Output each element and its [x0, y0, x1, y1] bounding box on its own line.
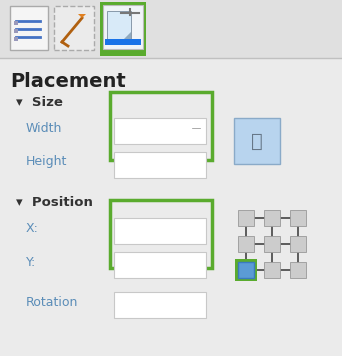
Bar [114, 292, 206, 318]
Text: ⛓: ⛓ [251, 131, 263, 151]
Bar [114, 152, 206, 178]
Text: Height: Height [26, 155, 67, 168]
Text: X:: X: [26, 222, 39, 235]
Bar [107, 11, 131, 39]
Text: 0 in: 0 in [143, 225, 167, 237]
Bar [14, 21, 18, 25]
Text: ▾  Size: ▾ Size [16, 96, 63, 109]
Bar [103, 5, 143, 49]
Bar [235, 259, 257, 281]
Polygon shape [78, 14, 86, 18]
Bar [290, 236, 306, 252]
Text: ▲: ▲ [194, 225, 198, 230]
Bar [290, 210, 306, 226]
Text: 0 °: 0 ° [146, 298, 164, 312]
Bar [114, 252, 206, 278]
Text: ▼: ▼ [194, 266, 198, 271]
Bar [0, 0, 342, 58]
Bar [114, 118, 206, 144]
Text: ▼: ▼ [194, 166, 198, 171]
Text: ▲: ▲ [194, 260, 198, 265]
Bar [114, 218, 206, 244]
Bar [238, 210, 254, 226]
Text: ▼: ▼ [194, 305, 198, 310]
Text: Width: Width [26, 122, 62, 135]
Text: ▾  Position: ▾ Position [16, 196, 93, 209]
Text: ▲: ▲ [194, 159, 198, 164]
Text: Y:: Y: [26, 256, 36, 269]
Bar [14, 37, 18, 41]
Bar [238, 262, 254, 278]
Polygon shape [124, 32, 131, 39]
Text: 0 in: 0 in [143, 258, 167, 272]
Bar [264, 210, 280, 226]
Bar [264, 262, 280, 278]
FancyBboxPatch shape [54, 6, 94, 50]
Bar [105, 39, 141, 45]
Text: ▼: ▼ [194, 231, 198, 236]
FancyBboxPatch shape [10, 6, 48, 50]
Bar [264, 236, 280, 252]
Bar [14, 29, 18, 33]
Text: ▲: ▲ [194, 131, 198, 136]
Text: ▼: ▼ [194, 126, 198, 131]
Text: Placement: Placement [10, 72, 126, 91]
Bar [238, 236, 254, 252]
Text: ▲: ▲ [194, 299, 198, 304]
Bar [100, 2, 146, 56]
Text: ◆: ◆ [194, 129, 198, 134]
Bar [234, 118, 280, 164]
Bar [290, 262, 306, 278]
Text: 11 in: 11 in [140, 158, 171, 172]
Text: 17 in: 17 in [140, 125, 171, 137]
Text: Rotation: Rotation [26, 296, 78, 309]
